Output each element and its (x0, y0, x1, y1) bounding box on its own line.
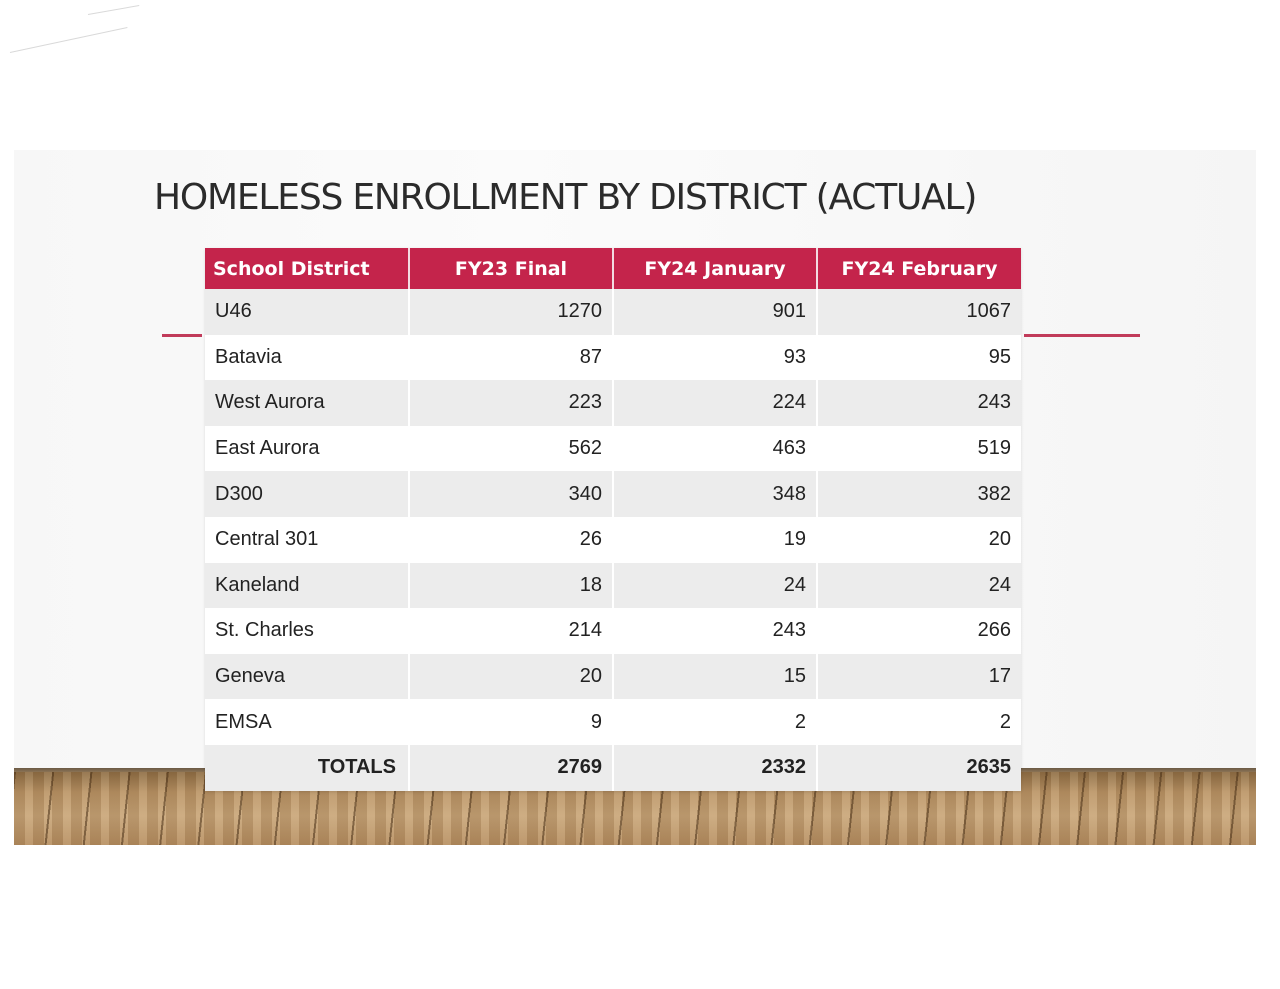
table-row: St. Charles 214 243 266 (205, 608, 1021, 654)
accent-line-right (1024, 334, 1140, 337)
fy24-february-value: 2 (817, 699, 1021, 745)
fy24-january-value: 463 (613, 425, 818, 472)
fy24-january-value: 24 (613, 562, 818, 609)
district-name: Kaneland (205, 562, 410, 609)
fy23-final-value: 340 (409, 471, 614, 517)
fy24-february-total: 2635 (817, 744, 1021, 791)
district-name: Geneva (205, 653, 410, 700)
fy24-february-value: 266 (817, 608, 1021, 654)
fy24-february-value: 243 (817, 380, 1021, 426)
fy24-february-value: 382 (817, 471, 1021, 517)
district-name: Central 301 (205, 516, 410, 563)
fy24-february-value: 17 (817, 653, 1021, 700)
table-row: Batavia 87 93 95 (205, 334, 1021, 381)
slide: HOMELESS ENROLLMENT BY DISTRICT (ACTUAL)… (14, 150, 1256, 845)
fy24-january-value: 348 (613, 471, 818, 517)
enrollment-table: School District FY23 Final FY24 January … (205, 248, 1021, 791)
table-row: West Aurora 223 224 243 (205, 380, 1021, 426)
fy23-final-value: 1270 (409, 289, 614, 335)
table-row: U46 1270 901 1067 (205, 289, 1021, 335)
fy24-february-value: 1067 (817, 289, 1021, 335)
fy24-january-value: 93 (613, 334, 818, 381)
slide-title: HOMELESS ENROLLMENT BY DISTRICT (ACTUAL) (154, 177, 977, 218)
table-row: Central 301 26 19 20 (205, 516, 1021, 563)
fy23-final-total: 2769 (409, 744, 614, 791)
table-row: Geneva 20 15 17 (205, 653, 1021, 700)
scan-mark (87, 4, 140, 15)
fy24-january-value: 19 (613, 516, 818, 563)
accent-line-left (162, 334, 202, 337)
fy23-final-value: 87 (409, 334, 614, 381)
fy23-final-value: 223 (409, 380, 614, 426)
column-header-district: School District (205, 248, 410, 289)
fy24-january-value: 243 (613, 608, 818, 654)
fy24-february-value: 95 (817, 334, 1021, 381)
fy23-final-value: 562 (409, 425, 614, 472)
district-name: EMSA (205, 699, 410, 745)
table-row: East Aurora 562 463 519 (205, 425, 1021, 472)
fy23-final-value: 20 (409, 653, 614, 700)
table-row: D300 340 348 382 (205, 471, 1021, 517)
table-row: Kaneland 18 24 24 (205, 562, 1021, 609)
scan-mark (9, 27, 128, 53)
fy24-february-value: 24 (817, 562, 1021, 609)
district-name: West Aurora (205, 380, 410, 426)
totals-row: TOTALS 2769 2332 2635 (205, 744, 1021, 791)
column-header-fy24-february: FY24 February (817, 248, 1021, 289)
table-header-row: School District FY23 Final FY24 January … (205, 248, 1021, 289)
fy24-february-value: 519 (817, 425, 1021, 472)
column-header-fy24-january: FY24 January (613, 248, 818, 289)
fy23-final-value: 26 (409, 516, 614, 563)
fy24-january-value: 15 (613, 653, 818, 700)
fy23-final-value: 18 (409, 562, 614, 609)
district-name: St. Charles (205, 608, 410, 654)
fy24-january-value: 901 (613, 289, 818, 335)
fy23-final-value: 9 (409, 699, 614, 745)
fy23-final-value: 214 (409, 608, 614, 654)
district-name: East Aurora (205, 425, 410, 472)
totals-label: TOTALS (205, 744, 410, 791)
district-name: Batavia (205, 334, 410, 381)
fy24-january-value: 2 (613, 699, 818, 745)
district-name: D300 (205, 471, 410, 517)
district-name: U46 (205, 289, 410, 335)
fy24-january-value: 224 (613, 380, 818, 426)
fy24-january-total: 2332 (613, 744, 818, 791)
column-header-fy23-final: FY23 Final (409, 248, 614, 289)
table-row: EMSA 9 2 2 (205, 699, 1021, 745)
fy24-february-value: 20 (817, 516, 1021, 563)
